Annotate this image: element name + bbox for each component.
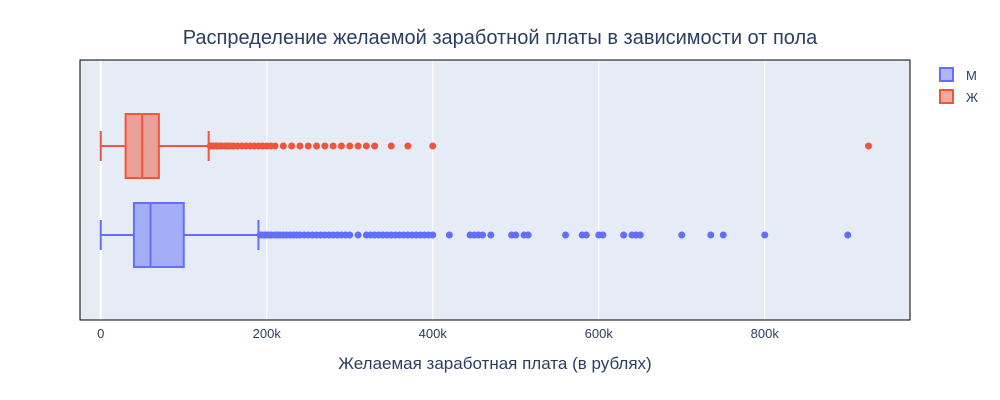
legend[interactable]: М Ж	[939, 67, 978, 105]
outlier-point	[346, 231, 354, 239]
x-axis-title: Желаемая заработная плата (в рублях)	[338, 354, 651, 373]
legend-swatch-m	[939, 67, 954, 82]
outlier-point	[329, 142, 337, 150]
outlier-point	[337, 142, 345, 150]
outlier-point	[288, 142, 296, 150]
x-tick-label: 800k	[751, 326, 780, 341]
outlier-point	[719, 231, 727, 239]
chart-title: Распределение желаемой заработной платы …	[183, 27, 818, 49]
outlier-point	[271, 142, 279, 150]
outlier-point	[429, 231, 437, 239]
x-tick-label: 400k	[419, 326, 448, 341]
x-tick-label: 600k	[585, 326, 614, 341]
outlier-point	[844, 231, 852, 239]
x-tick-label: 200k	[253, 326, 282, 341]
outlier-point	[362, 142, 370, 150]
plot-area	[80, 60, 910, 320]
outlier-point	[620, 231, 628, 239]
outlier-point	[761, 231, 769, 239]
legend-item-m[interactable]: М	[939, 67, 977, 83]
box-series-zh	[99, 113, 872, 179]
box-series-m	[99, 202, 852, 268]
x-grid	[99, 60, 766, 320]
outlier-point	[479, 231, 487, 239]
outlier-point	[599, 231, 607, 239]
legend-label-zh: Ж	[966, 90, 978, 105]
outlier-point	[636, 231, 644, 239]
outlier-point	[279, 142, 287, 150]
outlier-point	[445, 231, 453, 239]
legend-label-m: М	[966, 68, 977, 83]
legend-swatch-zh	[939, 89, 954, 104]
outlier-point	[404, 142, 412, 150]
outlier-point	[387, 142, 395, 150]
outlier-point	[354, 142, 362, 150]
outlier-point	[354, 231, 362, 239]
outlier-point	[429, 142, 437, 150]
x-tick-label: 0	[97, 326, 104, 341]
outlier-point	[296, 142, 304, 150]
outlier-point	[707, 231, 715, 239]
outlier-point	[371, 142, 379, 150]
outlier-point	[304, 142, 312, 150]
outlier-point	[865, 142, 872, 150]
outlier-point	[313, 142, 321, 150]
outlier-point	[346, 142, 354, 150]
outlier-point	[582, 231, 590, 239]
outlier-point	[678, 231, 686, 239]
outlier-point	[487, 231, 495, 239]
legend-item-zh[interactable]: Ж	[939, 89, 978, 105]
x-tick-labels: 0 200k 400k 600k 800k	[97, 326, 779, 341]
outlier-point	[524, 231, 532, 239]
outlier-point	[512, 231, 520, 239]
plot-frame	[79, 59, 911, 321]
box-iqr	[132, 202, 185, 268]
series-layer	[99, 113, 872, 268]
outlier-point	[321, 142, 329, 150]
outlier-point	[562, 231, 570, 239]
